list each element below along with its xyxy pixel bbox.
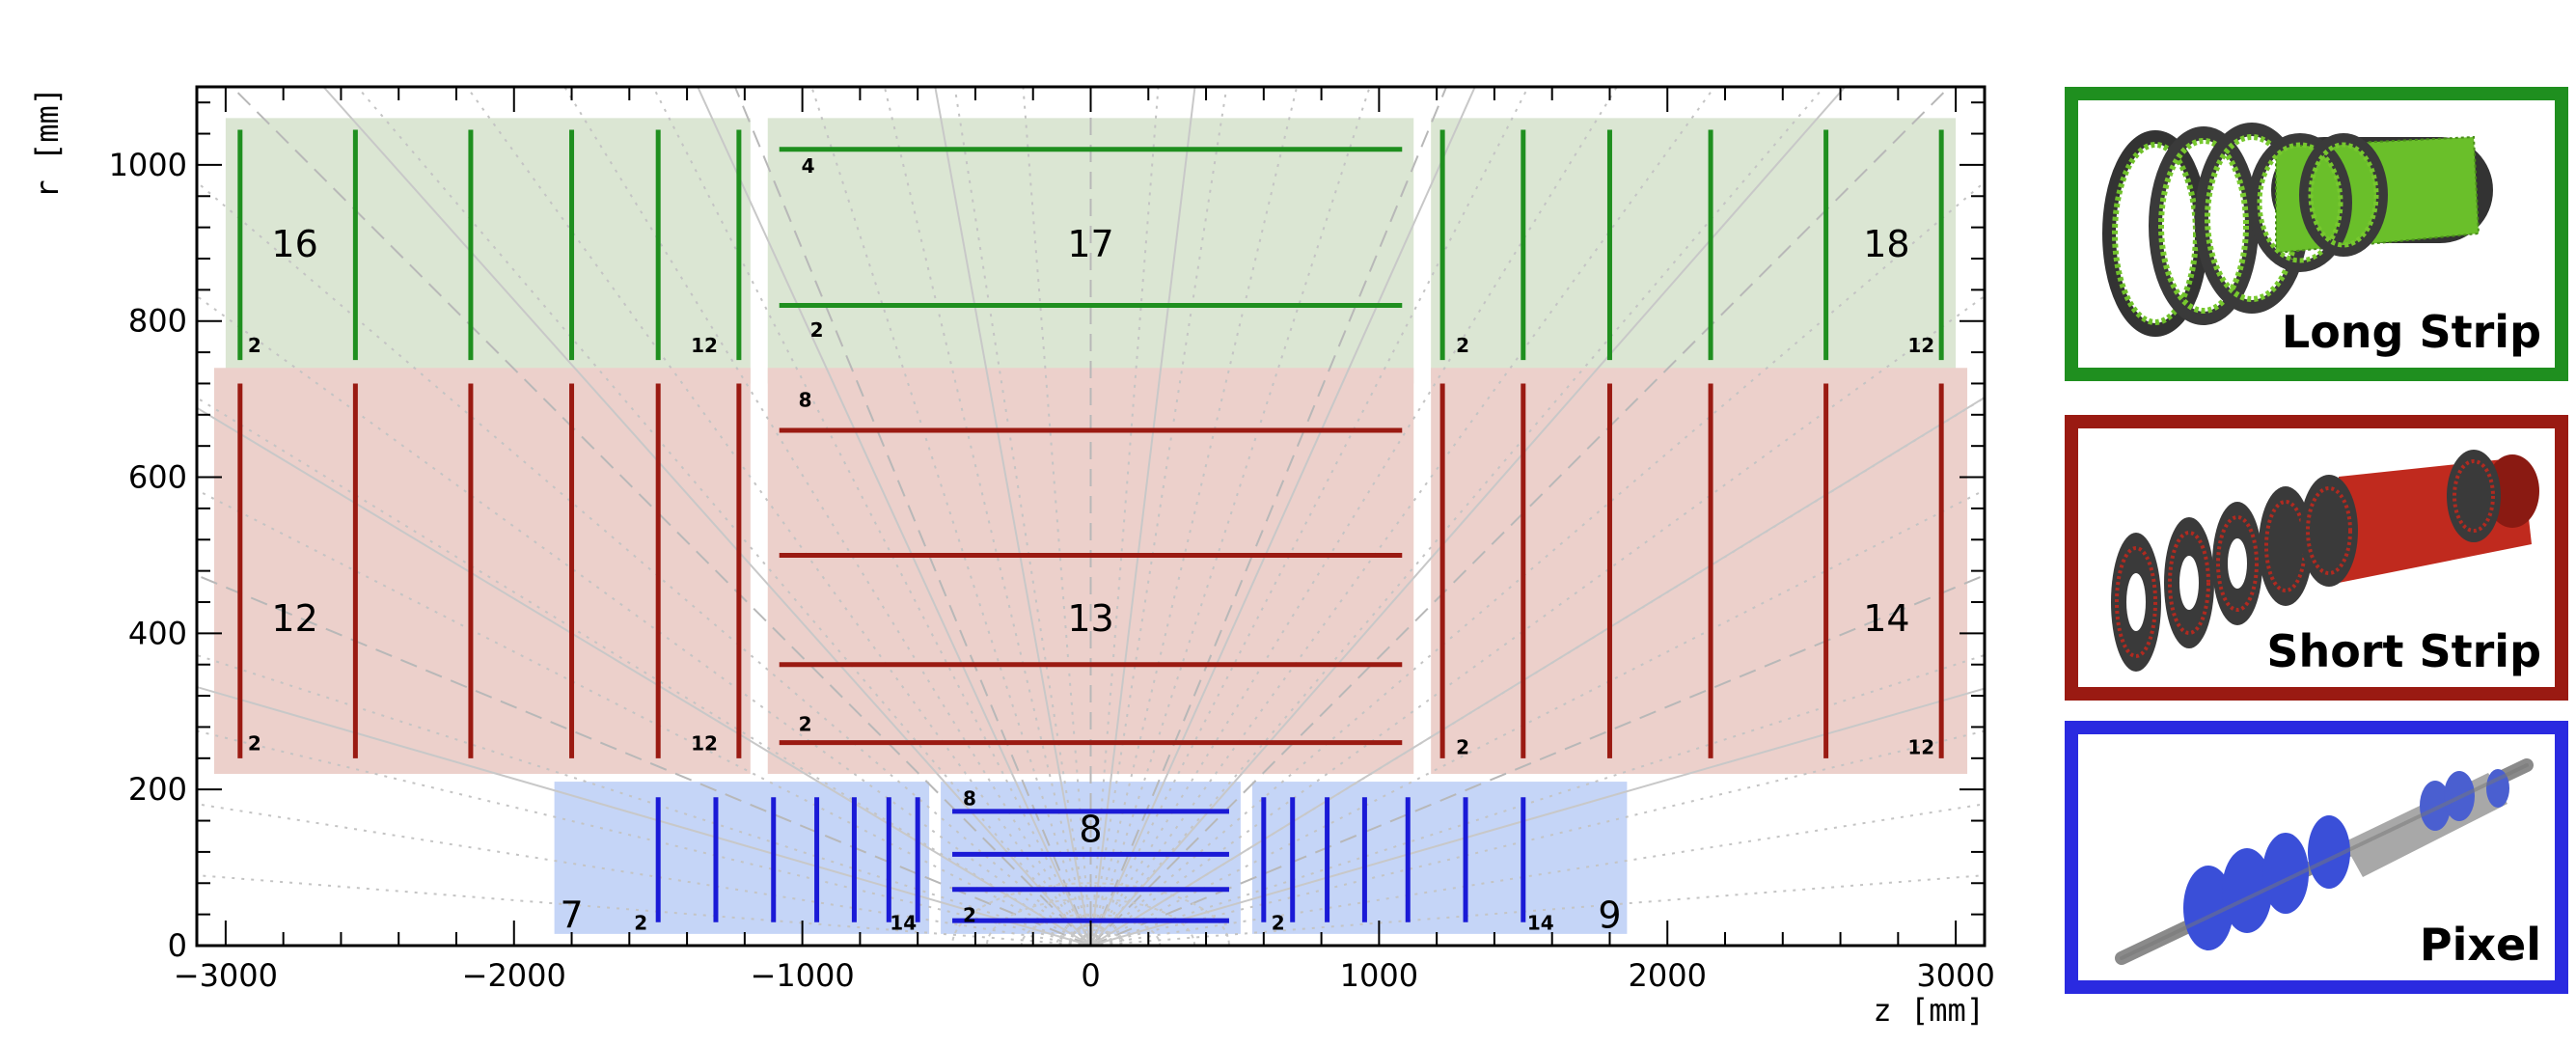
region-12-bg [213,368,751,774]
y-axis-title: r [mm] [29,87,66,199]
last-layer-label: 12 [691,732,718,756]
region-id-12: 12 [271,597,317,640]
x-tick-label: −1000 [751,957,855,994]
x-tick-label: 3000 [1916,957,1994,994]
region-id-9: 9 [1598,894,1621,937]
eta-line-solid [1090,687,1985,946]
y-tick-label: 600 [128,459,187,496]
pixel-render [2115,758,2534,965]
eta-line-solid [1089,87,1476,946]
eta-line-solid [197,685,1091,946]
eta-line-solid [1089,396,1985,946]
y-tick-label: 400 [128,615,187,651]
region-18-bg [1431,118,1957,384]
first-layer-label: 2 [1456,736,1469,759]
first-layer-label: 2 [799,712,812,735]
long-strip-render [2102,123,2493,337]
region-14-bg [1431,368,1968,774]
region-id-18: 18 [1863,223,1909,265]
first-layer-label: 2 [248,732,261,756]
last-layer-label: 8 [963,786,976,810]
x-tick-label: 1000 [1340,957,1418,994]
first-layer-label: 2 [1272,912,1285,935]
x-axis-title: z [mm] [1873,992,1985,1029]
region-id-16: 16 [271,223,317,265]
first-layer-label: 2 [1456,334,1469,357]
legend-pixel: Pixel [2065,721,2568,994]
eta-line-solid [197,406,1092,946]
y-tick-label: 200 [128,771,187,808]
region-7-bg [554,782,930,934]
region-13-bg [767,368,1414,774]
eta-line-solid [697,87,1092,946]
x-tick-label: −3000 [174,957,278,994]
region-id-7: 7 [560,894,583,937]
first-layer-label: 2 [810,318,824,342]
last-layer-label: 12 [1907,334,1934,357]
eta-line-solid [934,87,1092,946]
eta-line-solid [321,87,1092,946]
last-layer-label: 14 [890,912,917,935]
region-id-17: 17 [1067,223,1113,265]
legend-label-long-strip: Long Strip [2281,306,2541,358]
short-strip-render [2111,450,2539,672]
first-layer-label: 2 [963,904,976,927]
y-tick-label: 1000 [109,147,187,183]
region-id-14: 14 [1863,597,1909,640]
legend-label-short-strip: Short Strip [2266,625,2541,677]
first-layer-label: 2 [248,334,261,357]
region-9-bg [1251,782,1628,934]
y-tick-label: 800 [128,303,187,340]
first-layer-label: 2 [634,912,647,935]
last-layer-label: 12 [1907,736,1934,759]
detector-layout-diagram: 16 2 12 17 2 4 18 2 12 12 2 12 13 2 8 14 2 12 7 2 14 8 2 8 9 2 14 −… [29,85,1995,1029]
eta-line-solid [1089,87,1847,946]
legend-short-strip: Short Strip [2065,415,2568,701]
last-layer-label: 12 [691,334,718,357]
last-layer-label: 14 [1527,912,1554,935]
legend-label-pixel: Pixel [2419,919,2541,971]
region-id-8: 8 [1079,809,1102,851]
x-tick-label: 2000 [1629,957,1707,994]
last-layer-label: 4 [802,154,815,178]
last-layer-label: 8 [799,389,812,412]
x-tick-label: 0 [1081,957,1100,994]
y-tick-label: 0 [168,927,187,964]
x-tick-label: −2000 [462,957,566,994]
region-id-13: 13 [1067,597,1113,640]
region-16-bg [225,118,751,384]
legend-long-strip: Long Strip [2065,87,2568,381]
